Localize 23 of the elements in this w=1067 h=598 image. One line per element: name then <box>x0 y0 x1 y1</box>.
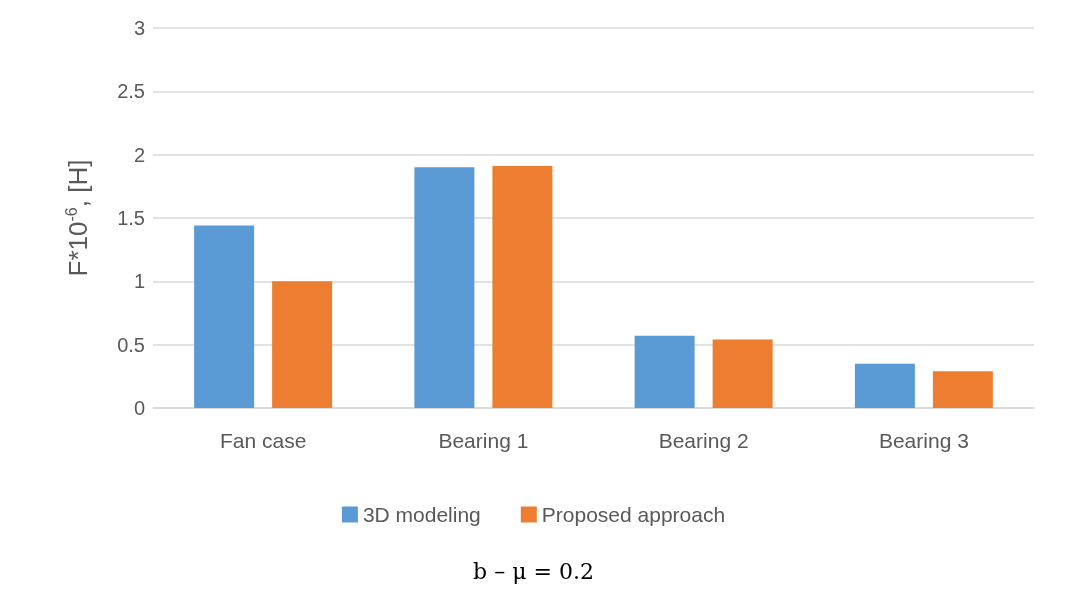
text: b – μ = 0.2 <box>473 558 594 584</box>
y-tick-label: 1.5 <box>117 207 145 229</box>
bar <box>414 167 475 408</box>
y-tick-label: 0 <box>133 397 145 419</box>
bar <box>194 225 255 408</box>
y-tick-label: 1 <box>133 270 145 293</box>
legend-label: 3D modeling <box>362 503 481 526</box>
bar <box>854 363 915 408</box>
bar <box>712 339 773 408</box>
y-axis-title: F*10-6, [H] <box>62 159 93 277</box>
x-tick-label: Bearing 2 <box>658 429 749 452</box>
bar <box>492 166 553 408</box>
bar <box>272 281 333 408</box>
legend-label: Proposed approach <box>541 503 726 526</box>
y-tick-label: 3 <box>133 17 145 39</box>
y-tick-label: 2 <box>133 143 145 166</box>
bar <box>932 371 993 408</box>
y-tick-label: 2.5 <box>117 80 145 103</box>
x-tick-label: Bearing 1 <box>438 429 529 452</box>
bar <box>634 335 695 408</box>
x-tick-label: Fan case <box>219 429 307 452</box>
y-tick-label: 0.5 <box>117 333 145 356</box>
x-tick-label: Bearing 3 <box>878 429 969 452</box>
